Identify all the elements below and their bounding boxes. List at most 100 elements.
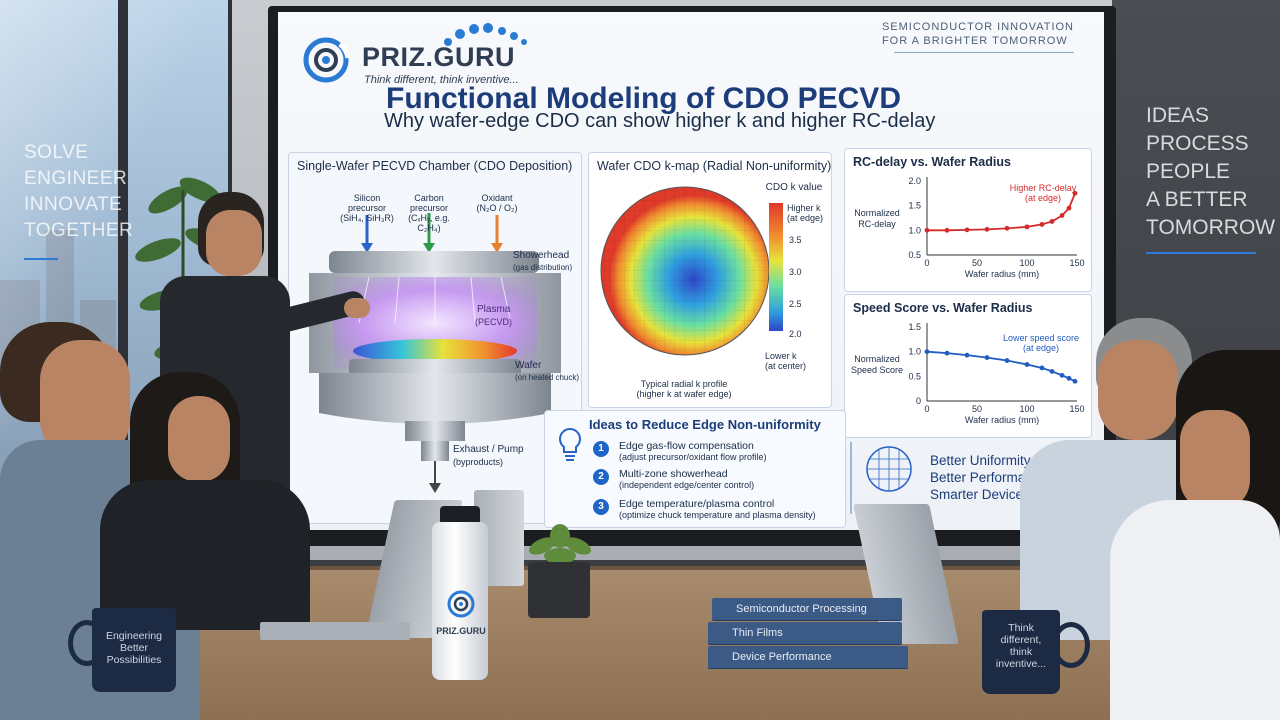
benefit-item: Smarter Devices (930, 487, 1030, 502)
y-tick-label: 1.5 (908, 201, 921, 211)
priz-guru-logo: PRIZ.GURU Think different, think inventi… (300, 23, 560, 94)
kmap-panel: Wafer CDO k-map (Radial Non-uniformity) (588, 152, 832, 408)
data-point (1004, 225, 1010, 231)
y-tick-label: 1.0 (908, 347, 921, 357)
attendee-face (168, 396, 230, 482)
data-point (1039, 365, 1045, 371)
attendee-blouse (1110, 500, 1280, 720)
y-tick-label: 0 (916, 396, 921, 406)
presenter-face (206, 210, 262, 276)
y-axis-label: Normalized (854, 354, 900, 364)
exhaust-sub: (byproducts) (453, 457, 504, 467)
idea-number: 1 (593, 441, 609, 457)
showerhead-sub: (gas distribution) (513, 263, 573, 272)
ideas-title: Ideas to Reduce Edge Non-uniformity (589, 417, 821, 432)
data-point (984, 226, 990, 232)
rc-delay-panel: RC-delay vs. Wafer Radius 2.0 1.5 1.0 0.5 0 5… (844, 148, 1092, 292)
logo-swirl-icon (303, 37, 351, 83)
idea-sub: (adjust precursor/oxidant flow profile) (619, 452, 767, 462)
colorbar-tick: 3.0 (789, 267, 802, 277)
speed-score-chart: 1.5 1.0 0.5 00 50 100 150 Wafer radius (mm) Norm… (851, 322, 1085, 425)
data-point (1072, 190, 1078, 196)
logo-dots-icon (444, 23, 527, 46)
y-tick-label: 0.5 (908, 371, 921, 381)
data-point (1066, 205, 1072, 211)
x-tick-label: 100 (1019, 404, 1034, 414)
idea-sub: (independent edge/center control) (619, 480, 755, 490)
exhaust-label: Exhaust / Pump (453, 444, 524, 455)
idea-main: Edge gas-flow compensation (619, 440, 754, 452)
wafer-sub: (on heated chuck) (515, 373, 580, 382)
chart-annotation: (at edge) (1025, 193, 1061, 203)
data-point (944, 350, 950, 356)
data-point (1024, 362, 1030, 367)
attendee-face (1180, 410, 1250, 510)
plasma-sub: (PECVD) (475, 317, 513, 327)
benefits-list: Better Uniformity Better Performance Sma… (930, 452, 1047, 503)
attendee-sweater (100, 480, 310, 630)
glass-slogan: SOLVE ENGINEER INNOVATE TOGETHER (24, 142, 134, 241)
speed-chart-title: Speed Score vs. Wafer Radius (853, 301, 1033, 315)
x-tick-label: 50 (972, 258, 982, 268)
y-axis-label: Normalized (854, 208, 900, 218)
chart-annotation: (at edge) (1023, 343, 1059, 353)
plasma-label: Plasma (477, 304, 511, 315)
book-spine: Thin Films (708, 622, 902, 644)
plant-pot (528, 562, 590, 618)
wall-slogan: IDEAS PROCESS PEOPLE A BETTER TOMORROW (1146, 104, 1276, 239)
y-tick-label: 2.0 (908, 176, 921, 186)
chart-annotation: Lower speed score (1003, 333, 1079, 343)
y-tick-label: 0.5 (908, 250, 921, 260)
rc-delay-chart: 2.0 1.5 1.0 0.50 50 100 150 Wafer radius (mm) No… (854, 176, 1084, 279)
data-point (964, 227, 970, 233)
colorbar-low-label: Lower k (at center) (765, 351, 807, 371)
idea-main: Multi-zone showerhead (619, 468, 728, 480)
succulent-plant-icon (528, 524, 592, 564)
speed-score-panel: Speed Score vs. Wafer Radius 1.5 1.0 0.5 0 0… (844, 294, 1092, 438)
colorbar-tick: 2.5 (789, 299, 802, 309)
slide-subtitle: Why wafer-edge CDO can show higher k and… (384, 110, 936, 132)
pecvd-chamber-diagram (309, 213, 561, 493)
presentation-slide: PRIZ.GURU Think different, think inventi… (278, 12, 1104, 530)
x-tick-label: 50 (972, 404, 982, 414)
idea-number: 3 (593, 499, 609, 515)
data-point (1049, 369, 1055, 374)
logo-name: PRIZ.GURU (362, 42, 515, 72)
data-point (924, 349, 930, 355)
x-tick-label: 0 (924, 404, 929, 414)
data-point (1049, 219, 1055, 224)
ideas-panel: Ideas to Reduce Edge Non-uniformity 1 Ed… (544, 410, 846, 528)
x-tick-label: 0 (924, 258, 929, 268)
benefit-item: Better Uniformity (930, 453, 1031, 468)
colorbar-high-label: Higher k (at edge) (787, 203, 824, 223)
slide-title: Functional Modeling of CDO PECVD (386, 82, 901, 115)
window-frame (118, 0, 128, 560)
data-point (1066, 375, 1072, 381)
data-point (1059, 213, 1065, 218)
slide-tagline: SEMICONDUCTOR INNOVATION FOR A BRIGHTER … (881, 21, 1074, 47)
wafer-label: Wafer (515, 360, 542, 371)
colorbar-title: CDO k value (765, 182, 823, 193)
mug-right: Think different, think inventive... (982, 610, 1060, 694)
table-edge (0, 566, 1280, 572)
laptop-left-keyboard[interactable] (260, 622, 410, 640)
logo-tagline: Think different, think inventive... (364, 74, 519, 86)
bottle-logo-text: PRIZ.GURU (436, 626, 486, 636)
data-point (1024, 224, 1030, 230)
colorbar-tick: 2.0 (789, 329, 802, 339)
oxidant-label: Oxidant (N₂O / O₂) (476, 193, 518, 213)
idea-number: 2 (593, 469, 609, 485)
bottle-logo-icon (447, 590, 475, 618)
data-point (1072, 378, 1078, 384)
benefits-divider (850, 442, 852, 514)
carbon-precursor-label: Carbon precursor (CₓHᵧ, e.g. C₂H₄) (408, 193, 450, 233)
rc-chart-title: RC-delay vs. Wafer Radius (853, 155, 1011, 169)
colorbar-tick: 3.5 (789, 235, 802, 245)
kmap-caption: Typical radial k profile (higher k at wa… (636, 379, 732, 399)
data-point (1039, 222, 1045, 227)
idea-main: Edge temperature/plasma control (619, 498, 775, 510)
y-axis-label: Speed Score (851, 365, 903, 375)
kmap-title: Wafer CDO k-map (Radial Non-uniformity) (597, 159, 832, 173)
presenter-hand (344, 298, 370, 318)
k-colorbar (769, 203, 783, 331)
